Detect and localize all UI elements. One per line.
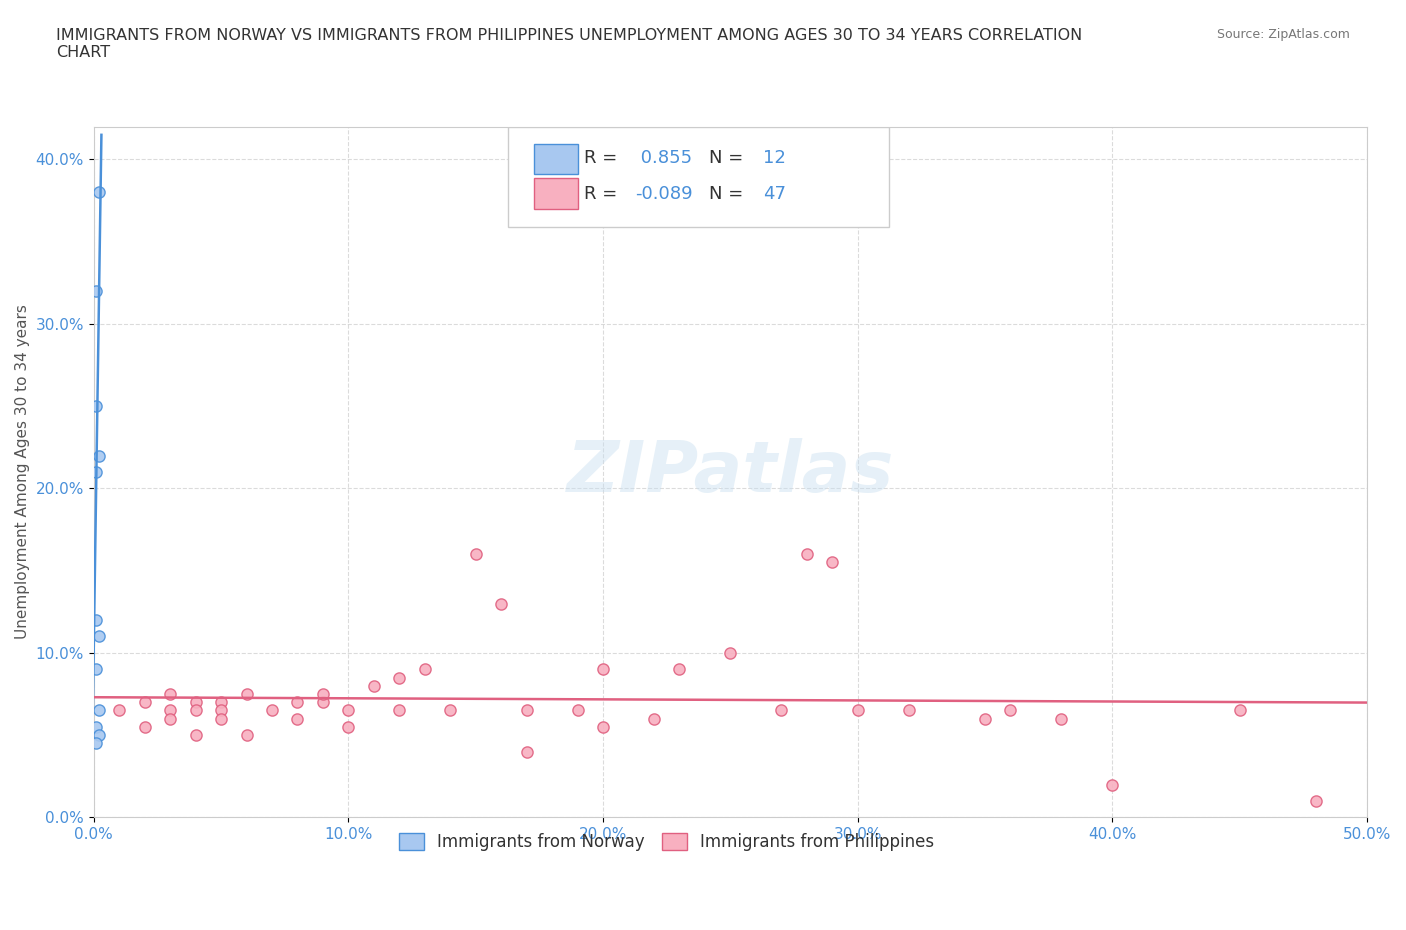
Point [770,703,793,718]
Point [87,185,110,200]
FancyBboxPatch shape [534,179,578,209]
Text: N =: N = [709,149,748,166]
Text: N =: N = [709,185,748,203]
Point [209,703,232,718]
Point [134,720,156,735]
Point [821,555,844,570]
Point [1229,703,1251,718]
Point [209,695,232,710]
Point [108,703,131,718]
Point [184,703,207,718]
Point [87,448,110,463]
Point [312,695,335,710]
Point [134,695,156,710]
Point [159,703,181,718]
Point [489,596,512,611]
Point [86,465,108,480]
Point [86,736,108,751]
Point [592,720,614,735]
Point [668,662,690,677]
Text: -0.089: -0.089 [636,185,692,203]
Point [592,662,614,677]
Text: ZIPatlas: ZIPatlas [567,437,894,507]
Point [87,629,110,644]
Point [439,703,461,718]
Point [337,720,360,735]
Point [516,744,538,759]
Point [86,613,108,628]
Point [287,695,309,710]
FancyBboxPatch shape [534,144,578,174]
FancyBboxPatch shape [508,126,890,227]
Point [287,711,309,726]
Point [184,695,207,710]
Text: R =: R = [583,149,623,166]
Point [516,703,538,718]
Text: Source: ZipAtlas.com: Source: ZipAtlas.com [1216,28,1350,41]
Point [260,703,283,718]
Point [464,547,486,562]
Point [86,399,108,414]
Text: R =: R = [583,185,623,203]
Point [567,703,589,718]
Point [184,728,207,743]
Point [209,711,232,726]
Point [1000,703,1022,718]
Text: 0.855: 0.855 [636,149,692,166]
Point [388,671,411,685]
Point [86,284,108,299]
Point [363,678,385,693]
Text: 12: 12 [763,149,786,166]
Legend: Immigrants from Norway, Immigrants from Philippines: Immigrants from Norway, Immigrants from … [392,826,941,857]
Point [1050,711,1073,726]
Point [235,686,257,701]
Point [235,728,257,743]
Text: IMMIGRANTS FROM NORWAY VS IMMIGRANTS FROM PHILIPPINES UNEMPLOYMENT AMONG AGES 30: IMMIGRANTS FROM NORWAY VS IMMIGRANTS FRO… [56,28,1083,60]
Point [413,662,436,677]
Point [312,686,335,701]
Point [1305,793,1327,808]
Point [897,703,920,718]
Point [159,711,181,726]
Point [337,703,360,718]
Point [86,720,108,735]
Point [87,728,110,743]
Point [846,703,869,718]
Point [388,703,411,718]
Point [796,547,818,562]
Y-axis label: Unemployment Among Ages 30 to 34 years: Unemployment Among Ages 30 to 34 years [15,304,30,640]
Point [86,662,108,677]
Point [159,686,181,701]
Text: 47: 47 [763,185,786,203]
Point [87,703,110,718]
Point [973,711,995,726]
Point [1101,777,1123,792]
Point [643,711,665,726]
Point [718,645,741,660]
